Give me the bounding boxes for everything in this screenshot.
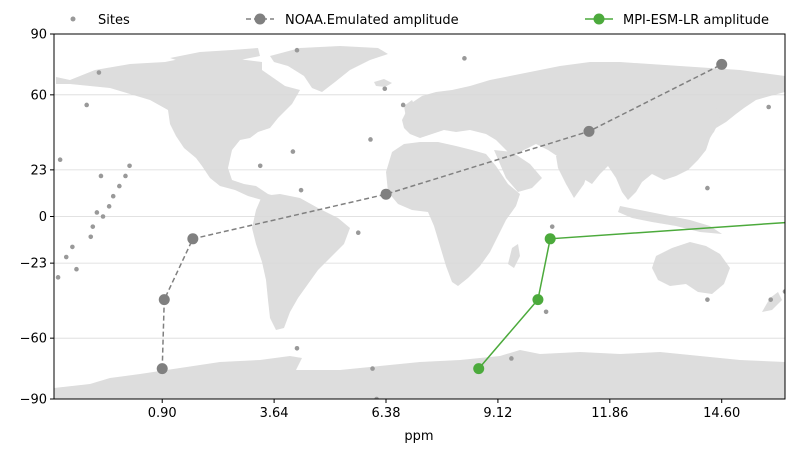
site-point — [549, 224, 555, 229]
site-point — [98, 173, 104, 179]
legend-sites-label: Sites — [98, 13, 130, 28]
y-tick-label: −90 — [20, 393, 47, 408]
site-point — [374, 396, 379, 399]
site-point — [766, 104, 771, 110]
noaa-series-point — [716, 58, 728, 70]
land-arctic-islands — [170, 48, 260, 63]
x-tick-label: 9.12 — [483, 406, 512, 421]
y-tick-label: 0 — [39, 210, 47, 225]
site-point — [290, 149, 296, 154]
site-point — [110, 193, 116, 199]
site-point — [298, 187, 304, 193]
site-point — [96, 70, 102, 75]
site-point — [370, 366, 375, 371]
land-india — [556, 156, 590, 198]
series — [156, 58, 786, 375]
noaa-series-point — [380, 188, 392, 200]
site-point — [294, 47, 300, 53]
land-north-america — [56, 56, 300, 204]
site-point — [294, 346, 300, 351]
y-tick-label: 23 — [30, 163, 47, 178]
legend-noaa-label: NOAA.Emulated amplitude — [285, 13, 459, 28]
site-point — [509, 356, 514, 361]
site-point — [74, 266, 79, 272]
site-point — [257, 163, 263, 169]
site-point — [705, 297, 710, 302]
y-axis: 90 60 23 0 −23 −60 −90 — [20, 28, 54, 408]
site-point — [368, 137, 373, 142]
land-australia — [652, 242, 730, 294]
noaa-series-point — [156, 363, 168, 375]
legend-mpi-marker — [593, 13, 605, 25]
site-point — [84, 102, 89, 108]
site-point — [400, 102, 406, 108]
site-point — [88, 234, 94, 240]
site-point — [100, 214, 106, 219]
land-africa — [386, 142, 520, 286]
mpi-series-line — [478, 221, 786, 370]
site-point — [355, 230, 361, 236]
x-tick-label: 6.38 — [372, 406, 401, 421]
land-greenland — [270, 46, 388, 92]
land-madagascar — [508, 244, 520, 268]
land-uk — [404, 100, 416, 118]
legend-sites-marker — [70, 16, 76, 22]
site-point — [768, 297, 774, 302]
site-point — [106, 204, 112, 209]
sites — [55, 47, 785, 399]
y-tick-label: 60 — [30, 88, 47, 103]
x-tick-label: 0.90 — [148, 406, 177, 421]
site-point — [705, 185, 710, 191]
mpi-series-point — [532, 294, 544, 306]
world-map — [54, 46, 785, 399]
legend: Sites NOAA.Emulated amplitude MPI-ESM-LR… — [70, 13, 769, 28]
y-tick-label: 90 — [30, 28, 47, 43]
site-point — [462, 56, 467, 61]
site-point — [782, 289, 785, 294]
site-point — [382, 86, 388, 92]
x-tick-label: 14.60 — [703, 406, 740, 421]
grid — [54, 34, 785, 399]
y-tick-label: −60 — [20, 332, 47, 347]
land-arabia — [494, 150, 542, 192]
site-point — [127, 163, 132, 169]
y-tick-label: −23 — [20, 257, 47, 272]
mpi-series-point — [544, 233, 556, 245]
land-antarctica — [54, 350, 785, 399]
site-point — [94, 210, 100, 215]
site-point — [57, 157, 63, 163]
noaa-series-point — [583, 125, 595, 137]
land-south-america — [252, 194, 350, 330]
legend-noaa-marker — [254, 13, 266, 25]
x-axis: 0.90 3.64 6.38 9.12 11.86 14.60 — [148, 399, 740, 421]
noaa-series-point — [158, 294, 170, 306]
noaa-series-line — [161, 63, 723, 369]
land-new-zealand — [762, 292, 782, 312]
x-axis-label: ppm — [404, 429, 433, 444]
mpi-series-point — [473, 363, 485, 375]
site-point — [543, 309, 549, 315]
land-japan — [702, 108, 720, 140]
site-point — [90, 224, 96, 229]
site-point — [55, 275, 61, 280]
site-point — [63, 254, 69, 260]
land-iceland — [374, 79, 392, 87]
x-tick-label: 11.86 — [591, 406, 628, 421]
x-tick-label: 3.64 — [260, 406, 289, 421]
legend-mpi-label: MPI-ESM-LR amplitude — [623, 13, 769, 28]
site-point — [117, 183, 122, 189]
site-point — [70, 244, 75, 250]
land-indonesia — [618, 206, 722, 234]
noaa-series-point — [187, 233, 199, 245]
site-point — [123, 173, 128, 179]
